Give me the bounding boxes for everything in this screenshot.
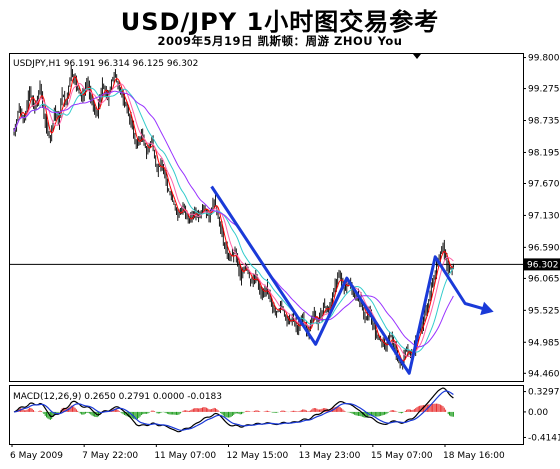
moving-average-line (13, 90, 454, 348)
time-tick-label: 6 May 2009 (10, 451, 63, 461)
moving-average-line (13, 87, 454, 353)
macd-header: MACD(12,26,9) 0.2650 0.2791 0.0000 -0.01… (13, 392, 222, 402)
price-tick-label: 97.670 (528, 179, 560, 189)
macd-panel-frame (9, 385, 524, 445)
price-tick-label: 98.195 (528, 148, 560, 158)
symbol-header: USDJPY,H1 96.191 96.314 96.125 96.302 (13, 59, 198, 69)
time-tick-label: 13 May 23:00 (299, 451, 361, 461)
current-price-label: 96.302 (527, 260, 559, 270)
price-tick-label: 94.460 (528, 369, 560, 379)
page-subtitle: 2009年5月19日 凯斯顿：周游 ZHOU You (157, 34, 403, 48)
page-title: USD/JPY 1小时图交易参考 (120, 8, 440, 36)
time-tick-label: 12 May 15:00 (227, 451, 289, 461)
macd-signal-line (13, 390, 454, 431)
time-tick-label: 7 May 22:00 (82, 451, 138, 461)
price-tick-label: 95.525 (528, 306, 560, 316)
macd-tick-label: 0.3297 (528, 388, 560, 398)
price-tick-label: 94.985 (528, 338, 560, 348)
current-price-box (524, 258, 560, 271)
time-tick-label: 11 May 07:00 (154, 451, 216, 461)
price-tick-label: 99.800 (528, 54, 560, 64)
trend-arrow-head (480, 301, 494, 316)
trend-zigzag-line (210, 185, 491, 375)
price-tick-label: 96.590 (528, 243, 560, 253)
macd-main-line (13, 387, 454, 433)
time-tick-label: 15 May 07:00 (371, 451, 433, 461)
price-tick-label: 96.065 (528, 274, 560, 284)
price-tick-label: 98.735 (528, 117, 560, 127)
price-tick-label: 97.130 (528, 211, 560, 221)
macd-tick-label: 0.00 (528, 408, 548, 418)
macd-tick-label: -0.4141 (528, 433, 560, 443)
current-bar-marker (413, 54, 421, 59)
price-tick-label: 99.275 (528, 85, 560, 95)
main-panel-frame (9, 53, 524, 382)
time-tick-label: 18 May 16:00 (443, 451, 505, 461)
